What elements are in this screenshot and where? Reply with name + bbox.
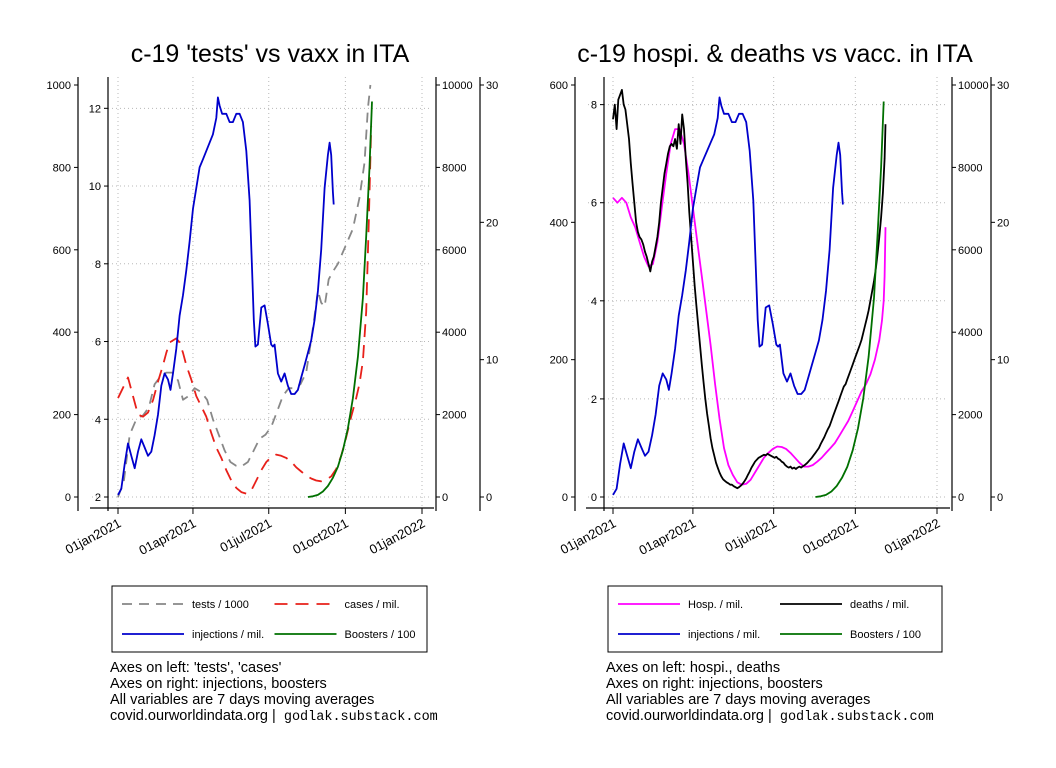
legend: Hosp. / mil. deaths / mil. injections / mi… [607, 585, 943, 653]
legend-label: tests / 1000 [192, 599, 249, 611]
x-tick-label: 01apr2021 [136, 515, 198, 557]
y-tick-label: 0 [958, 492, 964, 504]
note-source-line: covid.ourworldindata.org | godlak.substa… [606, 708, 934, 726]
note-line: Axes on right: injections, boosters [110, 676, 327, 692]
legend-label: Boosters / 100 [345, 629, 416, 641]
series-line-injections-mil- [612, 96, 844, 496]
axes: 0200400600800100024681012020004000600080… [47, 77, 498, 558]
series-group [612, 89, 887, 498]
y-tick-label: 8 [591, 100, 597, 112]
x-tick-label: 01jan2021 [558, 515, 619, 557]
series-line-boosters-100 [307, 101, 373, 498]
note-source-line: covid.ourworldindata.org | godlak.substa… [110, 708, 438, 726]
y-tick-label: 0 [997, 492, 1003, 504]
x-tick-label: 01jan2022 [367, 515, 428, 557]
y-tick-label: 12 [89, 103, 101, 115]
grid [92, 77, 432, 508]
x-tick-label: 01oct2021 [290, 515, 351, 557]
x-tick-label: 01apr2021 [636, 515, 698, 557]
series-line-tests-1000 [117, 84, 372, 498]
legend-label: Boosters / 100 [850, 629, 921, 641]
series-group [117, 84, 373, 498]
grid [588, 77, 948, 508]
legend-label: injections / mil. [192, 629, 264, 641]
note-line: All variables are 7 days moving averages [606, 692, 871, 708]
x-tick-label: 01jan2022 [882, 515, 943, 557]
y-tick-label: 10 [486, 355, 498, 367]
y-tick-label: 10 [997, 355, 1009, 367]
y-tick-label: 8000 [958, 162, 982, 174]
note-line: Axes on left: 'tests', 'cases' [110, 660, 282, 676]
y-tick-label: 20 [486, 217, 498, 229]
y-tick-label: 0 [562, 492, 568, 504]
note-source: covid.ourworldindata.org | [110, 708, 276, 724]
x-tick-label: 01jul2021 [217, 515, 274, 555]
y-tick-label: 600 [550, 80, 568, 92]
axes: 0200400600024680200040006000800010000010… [550, 77, 1009, 558]
y-tick-label: 2000 [442, 410, 466, 422]
x-tick-label: 01jul2021 [722, 515, 779, 555]
y-tick-label: 2 [591, 394, 597, 406]
legend-box [607, 585, 943, 653]
note-site: godlak.substack.com [283, 710, 438, 725]
legend-box [111, 585, 428, 653]
y-tick-label: 0 [591, 492, 597, 504]
y-tick-label: 4 [95, 414, 101, 426]
legend-label: deaths / mil. [850, 599, 909, 611]
y-tick-label: 4 [591, 296, 597, 308]
y-tick-label: 10 [89, 181, 101, 193]
y-tick-label: 200 [53, 410, 71, 422]
note-line: Axes on right: injections, boosters [606, 676, 823, 692]
y-tick-label: 2000 [958, 410, 982, 422]
y-tick-label: 10000 [442, 80, 473, 92]
legend-label: Hosp. / mil. [688, 599, 743, 611]
chart-2-notes: Axes on left: hospi., deaths Axes on rig… [606, 660, 934, 726]
y-tick-label: 1000 [47, 80, 71, 92]
y-tick-label: 20 [997, 217, 1009, 229]
chart-1: c-19 'tests' vs vaxx in ITA0200400600800… [47, 40, 498, 653]
y-tick-label: 30 [486, 80, 498, 92]
y-tick-label: 8000 [442, 162, 466, 174]
y-tick-label: 10000 [958, 80, 989, 92]
y-tick-label: 2 [95, 492, 101, 504]
legend-label: cases / mil. [345, 599, 400, 611]
legend-label: injections / mil. [688, 629, 760, 641]
y-tick-label: 400 [53, 327, 71, 339]
note-source: covid.ourworldindata.org | [606, 708, 772, 724]
y-tick-label: 8 [95, 259, 101, 271]
y-tick-label: 200 [550, 355, 568, 367]
y-tick-label: 6000 [958, 245, 982, 257]
note-line: Axes on left: hospi., deaths [606, 660, 781, 676]
legend: tests / 1000 cases / mil. injections / mil… [111, 585, 428, 653]
x-tick-label: 01oct2021 [800, 515, 861, 557]
y-tick-label: 800 [53, 162, 71, 174]
note-line: All variables are 7 days moving averages [110, 692, 375, 708]
chart-1-notes: Axes on left: 'tests', 'cases' Axes on r… [110, 660, 438, 726]
y-tick-label: 0 [486, 492, 492, 504]
note-site: godlak.substack.com [779, 710, 934, 725]
series-line-injections-mil- [117, 96, 335, 496]
chart-2: c-19 hospi. & deaths vs vacc. in ITA0200… [550, 40, 1009, 653]
chart-title: c-19 'tests' vs vaxx in ITA [131, 40, 410, 68]
series-line-hosp-mil- [612, 128, 887, 486]
series-line-deaths-mil- [612, 89, 887, 490]
x-tick-label: 01jan2021 [63, 515, 124, 557]
y-tick-label: 4000 [442, 327, 466, 339]
y-tick-label: 0 [65, 492, 71, 504]
y-tick-label: 0 [442, 492, 448, 504]
y-tick-label: 30 [997, 80, 1009, 92]
y-tick-label: 6000 [442, 245, 466, 257]
y-tick-label: 400 [550, 217, 568, 229]
chart-title: c-19 hospi. & deaths vs vacc. in ITA [577, 40, 973, 68]
y-tick-label: 600 [53, 245, 71, 257]
series-line-boosters-100 [815, 101, 885, 498]
y-tick-label: 4000 [958, 327, 982, 339]
y-tick-label: 6 [591, 198, 597, 210]
y-tick-label: 6 [95, 337, 101, 349]
